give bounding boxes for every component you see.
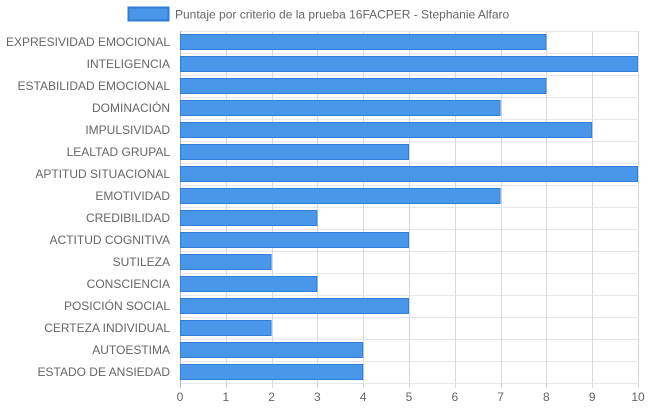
legend-swatch: [127, 6, 170, 22]
legend-label: Puntaje por criterio de la prueba 16FACP…: [175, 8, 510, 22]
category-label: EXPRESIVIDAD EMOCIONAL: [6, 35, 170, 49]
category-label: CONSCIENCIA: [87, 277, 170, 291]
bar[interactable]: [180, 122, 593, 138]
bar[interactable]: [180, 364, 364, 380]
category-label: ESTABILIDAD EMOCIONAL: [18, 79, 171, 93]
x-tick-label: 2: [268, 390, 275, 404]
legend[interactable]: Puntaje por criterio de la prueba 16FACP…: [127, 6, 510, 22]
bar[interactable]: [180, 144, 409, 160]
bar[interactable]: [180, 166, 638, 182]
bar[interactable]: [180, 34, 547, 50]
category-label: POSICIÓN SOCIAL: [64, 298, 170, 313]
bar[interactable]: [180, 56, 638, 72]
category-label: INTELIGENCIA: [87, 57, 170, 71]
category-label: CERTEZA INDIVIDUAL: [44, 321, 170, 335]
x-tick-label: 0: [177, 390, 184, 404]
x-tick-label: 9: [589, 390, 596, 404]
category-label: IMPULSIVIDAD: [85, 123, 170, 137]
bar[interactable]: [180, 320, 272, 336]
bar[interactable]: [180, 100, 501, 116]
category-label: CREDIBILIDAD: [86, 211, 170, 225]
x-tick-label: 10: [631, 390, 645, 404]
x-tick-label: 1: [222, 390, 229, 404]
category-label: DOMINACIÓN: [92, 100, 170, 115]
category-label: LEALTAD GRUPAL: [67, 145, 171, 159]
bar[interactable]: [180, 210, 318, 226]
category-label: APTITUD SITUACIONAL: [35, 167, 170, 181]
x-tick-label: 7: [497, 390, 504, 404]
category-label: SUTILEZA: [113, 255, 170, 269]
bar[interactable]: [180, 188, 501, 204]
x-tick-label: 3: [314, 390, 321, 404]
bars: [180, 34, 638, 380]
bar[interactable]: [180, 276, 318, 292]
x-tick-label: 4: [360, 390, 367, 404]
x-tick-label: 5: [406, 390, 413, 404]
category-label: ESTADO DE ANSIEDAD: [38, 365, 171, 379]
gridlines: [180, 31, 639, 388]
category-label: AUTOESTIMA: [92, 343, 170, 357]
category-label: ACTITUD COGNITIVA: [50, 233, 170, 247]
bar[interactable]: [180, 254, 272, 270]
x-tick-label: 6: [451, 390, 458, 404]
category-labels: EXPRESIVIDAD EMOCIONAL INTELIGENCIA ESTABI…: [6, 35, 170, 379]
x-tick-label: 8: [543, 390, 550, 404]
bar[interactable]: [180, 78, 547, 94]
bar[interactable]: [180, 342, 364, 358]
x-axis-ticks: 0 1 2 3 4 5 6 7 8 9 10: [177, 390, 645, 404]
category-label: EMOTIVIDAD: [95, 189, 170, 203]
bar[interactable]: [180, 298, 409, 314]
bar[interactable]: [180, 232, 409, 248]
